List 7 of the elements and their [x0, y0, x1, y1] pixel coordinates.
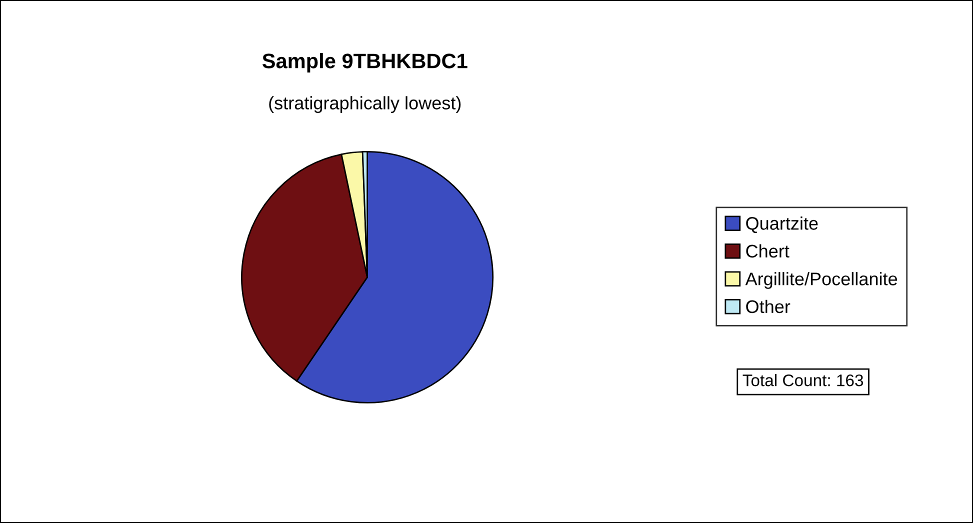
chart-subtitle: (stratigraphically lowest): [269, 96, 461, 114]
legend-label: Chert: [746, 244, 790, 258]
chart-title: Sample 9TBHKBDC1: [262, 53, 468, 72]
legend-label: Quartzite: [746, 216, 818, 234]
text: Total Count: 163: [742, 374, 864, 386]
legend-label: Argillite/Pocellanite: [745, 272, 898, 289]
legend-label: Other: [746, 300, 790, 314]
